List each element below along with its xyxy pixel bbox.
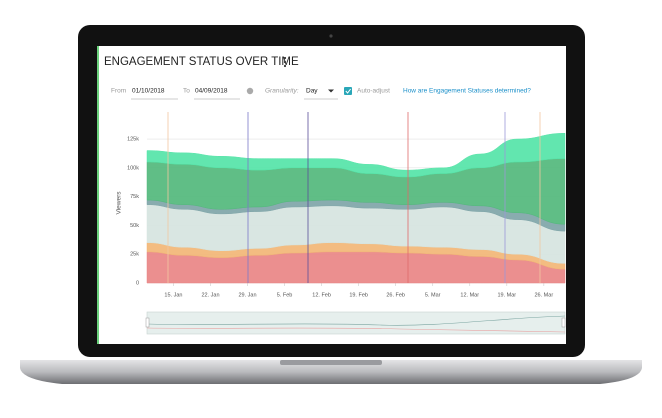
area-layer <box>146 133 566 178</box>
base-notch <box>280 360 382 365</box>
x-tick-label: 12. Mar <box>460 292 479 298</box>
plot: 0 25k 50k 75k 100k 125k 15. Jan 22. Jan 29. Jan 5… <box>127 133 566 298</box>
screen-edge <box>97 46 99 344</box>
y-tick-label: 50k <box>130 223 139 229</box>
to-label: To <box>183 88 190 95</box>
y-tick-label: 125k <box>127 136 139 142</box>
x-tick-label: 26. Feb <box>386 292 405 298</box>
x-tick-label: 5. Feb <box>277 292 293 298</box>
camera <box>329 34 333 38</box>
annotation-lines <box>167 112 541 283</box>
from-label: From <box>111 88 126 95</box>
auto-adjust-checkbox[interactable] <box>344 87 352 95</box>
dropdown-arrow[interactable] <box>328 89 334 93</box>
y-tick-label: 75k <box>130 194 139 200</box>
help-link[interactable]: How are Engagement Statuses determined? <box>403 88 531 95</box>
info-icon[interactable] <box>246 87 254 95</box>
x-tick-label: 19. Mar <box>497 292 516 298</box>
laptop-base <box>20 360 642 384</box>
navigator <box>145 311 566 335</box>
x-tick-label: 19. Feb <box>349 292 368 298</box>
x-tick-label: 12. Feb <box>312 292 331 298</box>
x-tick-label: 26. Mar <box>535 292 554 298</box>
checkmark <box>345 88 351 94</box>
to-date[interactable]: 04/09/2018 <box>195 88 228 95</box>
x-tick-label: 15. Jan <box>164 292 182 298</box>
x-tick-label: 29. Jan <box>239 292 257 298</box>
y-axis-label: Viewers <box>116 191 123 215</box>
granularity-value[interactable]: Day <box>306 88 318 95</box>
chart-title: ENGAGEMENT STATUS OVER TIME <box>104 56 299 68</box>
from-date[interactable]: 01/10/2018 <box>132 88 165 95</box>
x-tick-label: 5. Mar <box>425 292 441 298</box>
granularity-label: Granularity: <box>265 88 299 95</box>
y-tick-label: 100k <box>127 165 139 171</box>
x-tick-label: 22. Jan <box>201 292 219 298</box>
y-tick-label: 25k <box>130 252 139 258</box>
y-tick-label: 0 <box>136 280 139 286</box>
menu-icon[interactable] <box>283 56 287 68</box>
auto-adjust-label: Auto-adjust <box>357 88 390 95</box>
